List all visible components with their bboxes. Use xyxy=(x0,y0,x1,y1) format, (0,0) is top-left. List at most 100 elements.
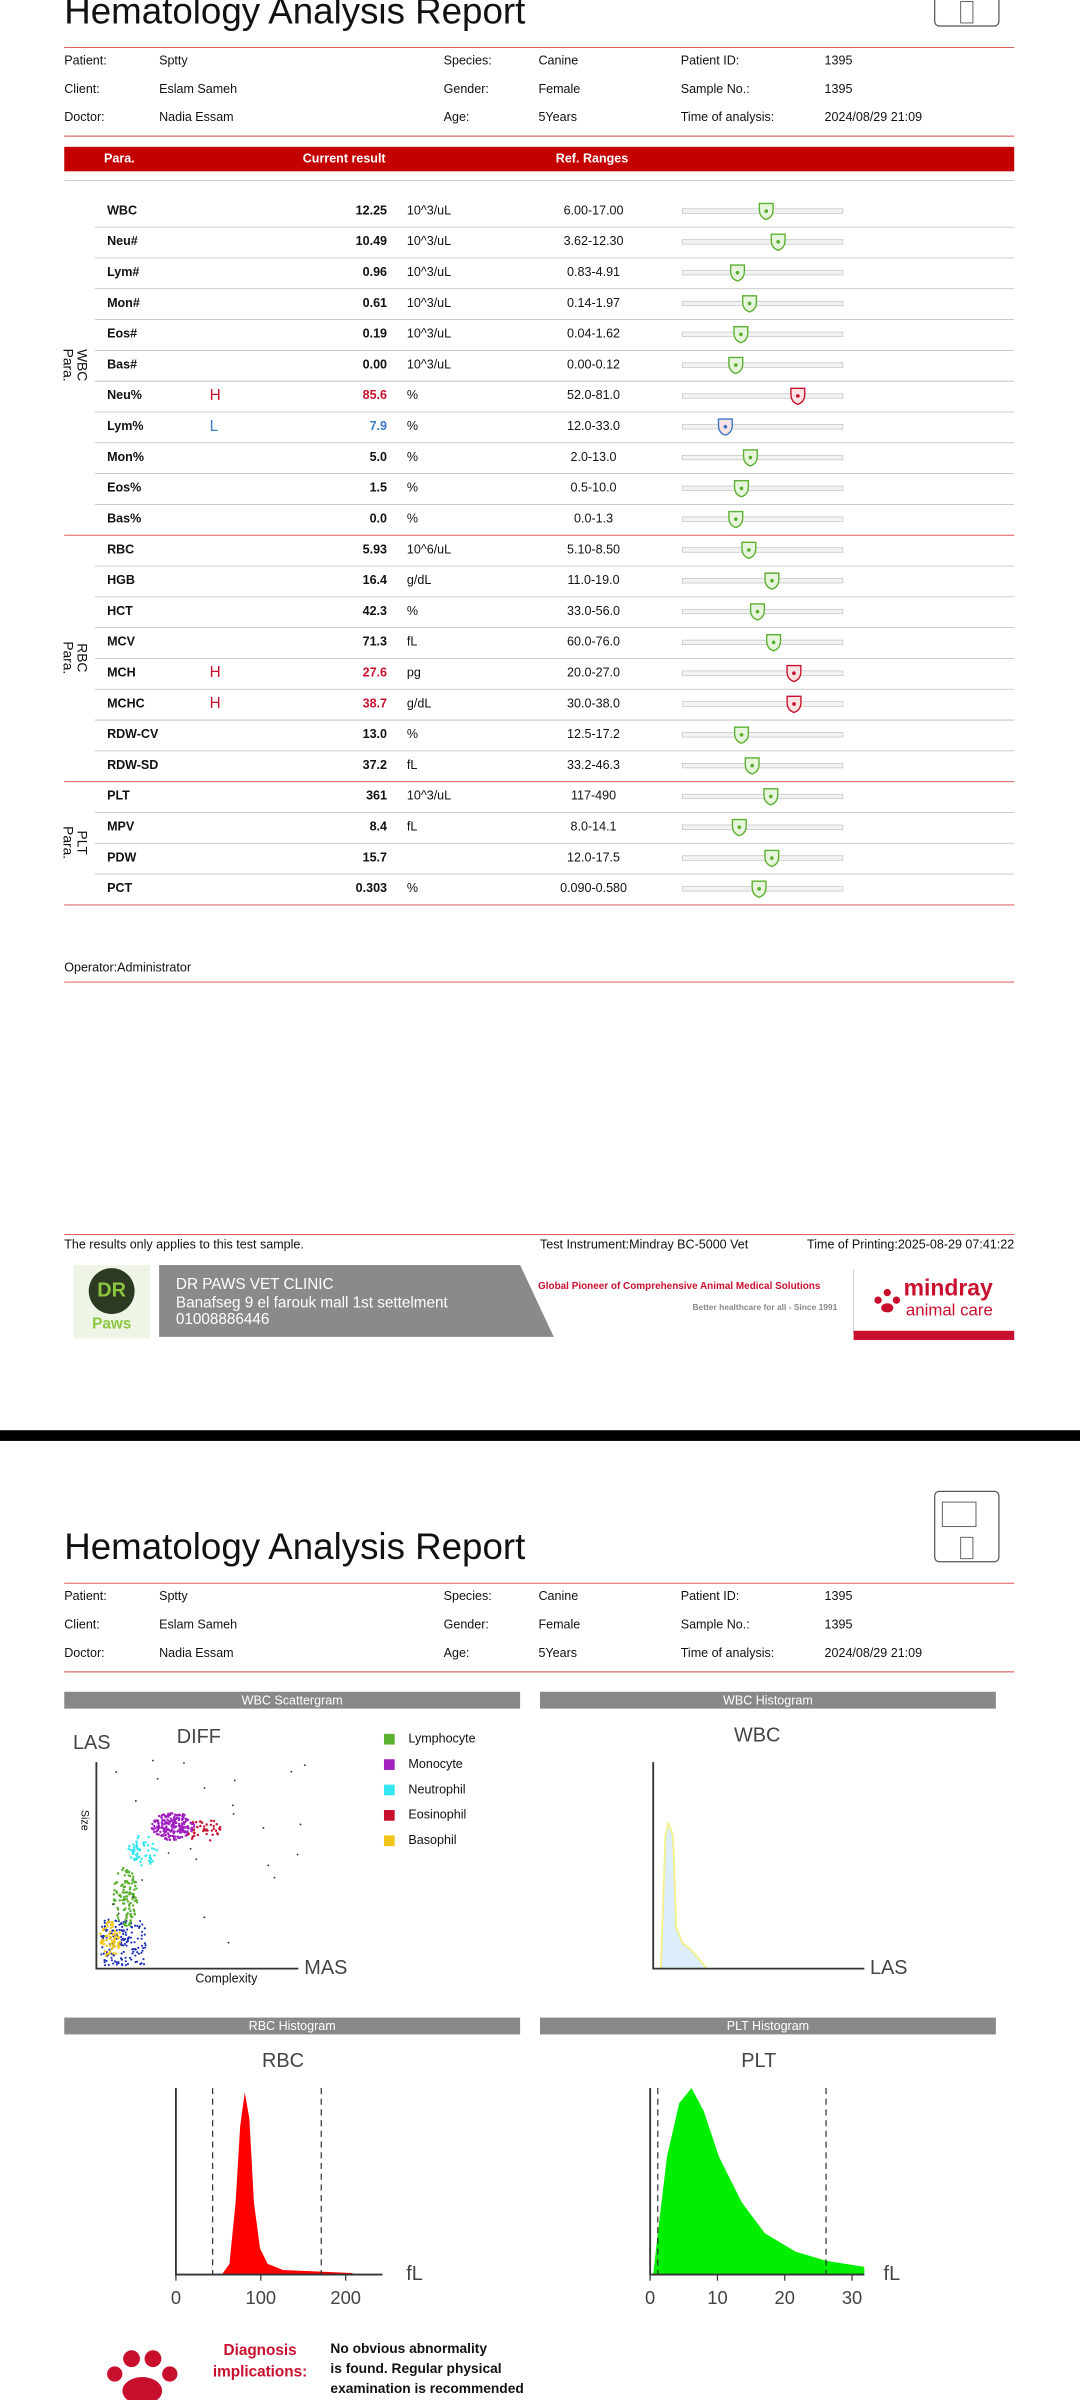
result: 0.96 xyxy=(363,265,387,279)
info-value: 1395 xyxy=(825,1589,853,1603)
scatter-dot xyxy=(111,1903,114,1906)
info-label: Sample No.: xyxy=(681,1618,750,1632)
scatter-dot xyxy=(273,1876,276,1879)
group-label: RBC xyxy=(74,643,89,672)
scatter-dot xyxy=(177,1817,181,1820)
marker-dot xyxy=(792,702,796,706)
scatter-dot xyxy=(170,1819,174,1823)
info-label: Patient ID: xyxy=(681,1589,740,1603)
scatter-dot xyxy=(192,1825,196,1828)
scatter-dot xyxy=(112,1952,115,1955)
info-value: 5Years xyxy=(538,1646,577,1660)
scatter-dot xyxy=(205,1823,208,1826)
scatter-dot xyxy=(117,1960,120,1964)
scatter-dot xyxy=(165,1827,168,1830)
scatter-dot xyxy=(128,1893,131,1896)
scatter-dot xyxy=(122,1950,125,1954)
diagnosis-label: implications: xyxy=(213,2363,307,2380)
range-track xyxy=(681,670,844,676)
scatter-dot xyxy=(127,1882,131,1885)
clinic-band xyxy=(159,1265,554,1337)
scatter-dot xyxy=(176,1814,180,1817)
scatter-dot xyxy=(130,1941,133,1944)
result: 0.00 xyxy=(363,357,387,371)
scatter-dot xyxy=(267,1864,270,1867)
scatter-dot xyxy=(108,1952,111,1955)
scatter-dot xyxy=(132,1895,135,1898)
scatter-dot xyxy=(187,1832,190,1836)
scatter-dot xyxy=(133,1848,136,1851)
scatter-dot xyxy=(127,1907,131,1910)
scatter-dot xyxy=(178,1829,181,1832)
hist-label: PLT xyxy=(741,2050,776,2072)
scatter-dot xyxy=(121,1868,124,1872)
scatter-dot xyxy=(103,1959,106,1962)
scatter-dot xyxy=(161,1824,164,1827)
scatter-dot xyxy=(130,1931,133,1934)
scatter-dot xyxy=(102,1934,105,1937)
result: 0.0 xyxy=(370,511,387,525)
unit: g/dL xyxy=(407,573,431,587)
scatter-dot xyxy=(106,1925,109,1928)
diagnosis-label: Diagnosis xyxy=(224,2342,297,2359)
scatter-dot xyxy=(140,1857,143,1861)
scatter-dot xyxy=(109,1942,113,1945)
info-value: 2024/08/29 21:09 xyxy=(825,110,923,124)
unit: % xyxy=(407,450,418,464)
scatter-dot xyxy=(110,1932,113,1935)
unit: % xyxy=(407,604,418,618)
group-label: Para. xyxy=(61,826,76,859)
marker-dot xyxy=(747,301,752,306)
scatter-dot xyxy=(215,1823,218,1826)
scatter-dot xyxy=(163,1837,167,1840)
scatter-dot xyxy=(141,1879,144,1881)
scatter-dot xyxy=(180,1835,184,1839)
scatter-dot xyxy=(143,1927,146,1930)
group-label: WBC xyxy=(74,349,89,381)
scatter-dot xyxy=(136,1836,140,1840)
scatter-dot xyxy=(140,1944,144,1947)
scatter-dot xyxy=(123,1902,126,1905)
scatter-dot xyxy=(135,1857,139,1861)
scatter-dot xyxy=(140,1962,143,1965)
scatter-dot xyxy=(118,1923,121,1926)
scatter-dot xyxy=(126,1940,129,1943)
scatter-dot xyxy=(155,1848,159,1852)
scatter-dot xyxy=(124,1931,127,1934)
unit: 10^6/uL xyxy=(407,542,451,556)
scatter-dot xyxy=(112,1932,116,1935)
scatter-dot xyxy=(140,1937,143,1940)
icon-slot xyxy=(960,1,974,24)
scatter-dot xyxy=(118,1928,121,1932)
unit: % xyxy=(407,388,418,402)
scatter-dot xyxy=(167,1835,170,1839)
scatter-dot xyxy=(192,1823,196,1826)
brand-bar xyxy=(853,1330,1015,1340)
range-track xyxy=(681,485,844,491)
scatter-dot xyxy=(118,1931,121,1934)
ref-range: 0.0-1.3 xyxy=(574,511,613,525)
scatter-dot xyxy=(136,1924,139,1928)
scatter-dot xyxy=(181,1829,185,1833)
param-name: RDW-CV xyxy=(107,727,159,741)
scatter-dot xyxy=(126,1900,130,1903)
panel-title: RBC Histogram xyxy=(249,2019,336,2033)
scatter-dot xyxy=(153,1826,157,1830)
scatter-dot xyxy=(156,1777,159,1780)
scatter-dot xyxy=(123,1881,127,1884)
scatter-dot xyxy=(107,1918,110,1921)
scatter-dot xyxy=(262,1826,265,1829)
scatter-label: Size xyxy=(78,1810,90,1831)
scatter-dot xyxy=(164,1830,167,1833)
scatter-dot xyxy=(218,1828,222,1831)
scatter-dot xyxy=(127,1847,130,1850)
scatter-dot xyxy=(107,1963,110,1966)
scatter-dot xyxy=(142,1963,146,1966)
scatter-dot xyxy=(299,1823,302,1826)
scatter-dot xyxy=(118,1944,121,1948)
scatter-dot xyxy=(165,1825,168,1828)
x-tick-label: 0 xyxy=(171,2287,181,2308)
scatter-dot xyxy=(140,1951,143,1954)
scatter-dot xyxy=(179,1830,182,1834)
scatter-dot xyxy=(137,1834,140,1838)
